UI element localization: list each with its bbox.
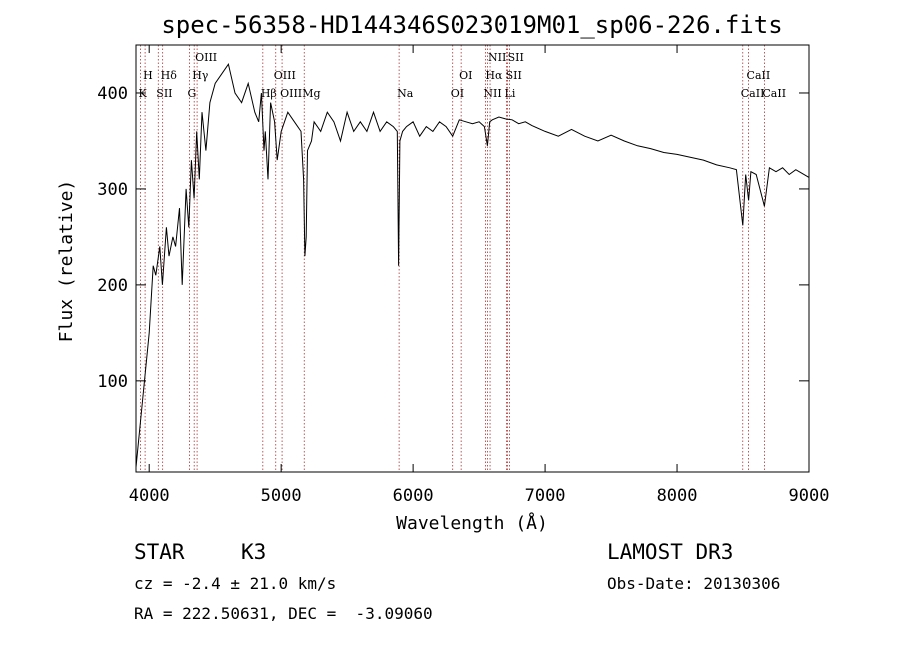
line-marker-label: OI bbox=[459, 69, 472, 82]
line-marker-label: OIII bbox=[195, 51, 217, 64]
x-tick-label: 6000 bbox=[393, 486, 434, 506]
spectrum-line bbox=[135, 62, 810, 468]
line-marker-label: NII bbox=[483, 87, 501, 100]
plot-frame bbox=[135, 44, 810, 473]
chart-title: spec-56358-HD144346S023019M01_sp06-226.f… bbox=[161, 11, 782, 39]
x-tick-label: 7000 bbox=[525, 486, 566, 506]
line-marker-label: Hδ bbox=[161, 69, 178, 82]
line-marker-label: K bbox=[138, 87, 147, 100]
line-marker-label: OIII bbox=[274, 69, 296, 82]
line-marker-label: SII bbox=[508, 51, 524, 64]
x-tick-label: 9000 bbox=[789, 486, 830, 506]
redshift-text: cz = -2.4 ± 21.0 km/s bbox=[134, 574, 337, 593]
line-marker-label: OI bbox=[451, 87, 464, 100]
line-marker-label: Hα bbox=[485, 69, 503, 82]
axis-ticks: 4000 5000 6000 7000 8000 9000 100 200 300 400 bbox=[97, 45, 829, 506]
line-marker-label: Hβ bbox=[261, 87, 277, 100]
y-axis-label: Flux (relative) bbox=[56, 180, 77, 343]
line-marker-label: SII bbox=[506, 69, 522, 82]
line-marker-label: Hγ bbox=[192, 69, 209, 82]
y-tick-label: 200 bbox=[97, 276, 128, 296]
y-tick-label: 100 bbox=[97, 372, 128, 392]
line-marker-label: Mg bbox=[302, 87, 320, 100]
axes bbox=[135, 44, 810, 473]
x-tick-label: 4000 bbox=[129, 486, 170, 506]
class-label: STAR bbox=[134, 540, 185, 564]
line-marker-label: Li bbox=[505, 87, 516, 100]
line-marker-label: NII bbox=[488, 51, 506, 64]
x-axis-label: Wavelength (Å) bbox=[396, 512, 548, 534]
coordinates-text: RA = 222.50631, DEC = -3.09060 bbox=[134, 604, 433, 623]
spectrum-layer bbox=[135, 62, 810, 468]
y-tick-label: 400 bbox=[97, 84, 128, 104]
subclass-label: K3 bbox=[241, 540, 267, 564]
line-marker-label: CaII bbox=[741, 87, 765, 100]
line-marker-label: CaII bbox=[762, 87, 786, 100]
line-marker-label: CaII bbox=[747, 69, 771, 82]
line-marker-label: G bbox=[187, 87, 196, 100]
x-tick-label: 8000 bbox=[657, 486, 698, 506]
survey-label: LAMOST DR3 bbox=[607, 540, 734, 564]
obs-date-text: Obs-Date: 20130306 bbox=[607, 574, 781, 593]
y-tick-label: 300 bbox=[97, 180, 128, 200]
x-tick-label: 5000 bbox=[261, 486, 302, 506]
line-marker-label: SII bbox=[156, 87, 172, 100]
line-marker-label: OIII bbox=[280, 87, 302, 100]
line-marker-label: Na bbox=[397, 87, 414, 100]
line-marker-label: H bbox=[143, 69, 153, 82]
